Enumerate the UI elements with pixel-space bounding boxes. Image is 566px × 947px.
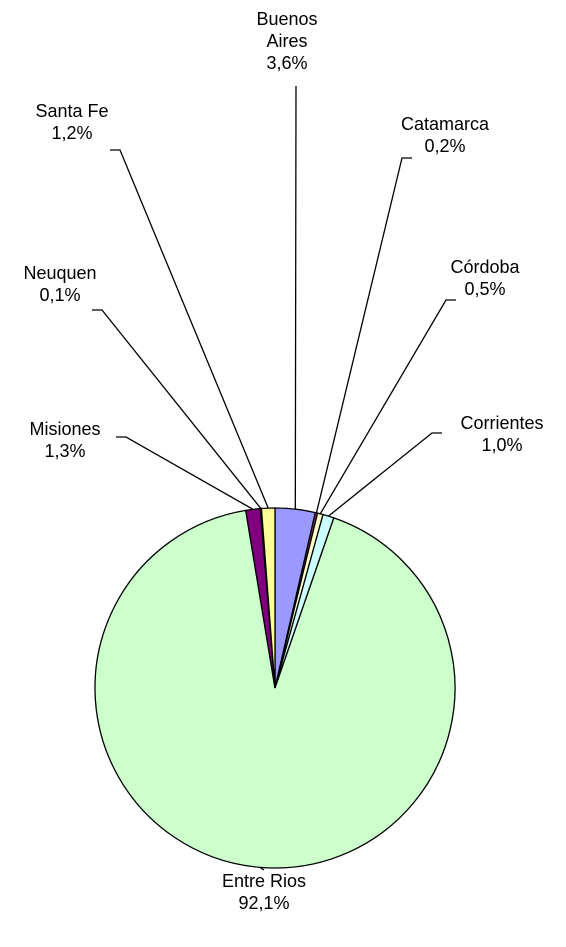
- slice-name: Entre Rios: [221, 871, 307, 891]
- slice-value: 92,1%: [238, 893, 290, 913]
- leader-line: [116, 436, 254, 510]
- slice-label: Catamarca 0,2%: [380, 113, 510, 157]
- slice-label: Corrientes 1,0%: [442, 412, 562, 456]
- leader-line: [259, 866, 265, 871]
- slice-name: Neuquen: [23, 263, 97, 283]
- leader-line: [319, 299, 456, 515]
- slice-value: 1,3%: [44, 441, 86, 461]
- slice-name: Corrientes: [460, 413, 544, 433]
- leader-line: [328, 432, 442, 517]
- slice-name: Catamarca: [400, 114, 490, 134]
- leader-line: [110, 149, 269, 509]
- leader-line: [92, 309, 262, 509]
- slice-name: Santa Fe: [35, 101, 109, 121]
- slice-label: Buenos Aires 3,6%: [252, 8, 322, 74]
- slice-value: 0,2%: [424, 136, 466, 156]
- slice-label: Santa Fe 1,2%: [17, 100, 127, 144]
- slice-name: Buenos Aires: [256, 9, 318, 51]
- slice-name: Córdoba: [450, 257, 520, 277]
- leader-line: [315, 157, 412, 513]
- slice-value: 0,1%: [39, 285, 81, 305]
- leader-line: [294, 85, 297, 510]
- slice-name: Misiones: [29, 419, 101, 439]
- slice-value: 0,5%: [464, 279, 506, 299]
- slice-label: Neuquen 0,1%: [5, 262, 115, 306]
- slice-label: Entre Rios 92,1%: [199, 870, 329, 914]
- slice-value: 1,0%: [481, 435, 523, 455]
- slice-label: Córdoba 0,5%: [430, 256, 540, 300]
- slice-value: 1,2%: [51, 123, 93, 143]
- slice-value: 3,6%: [266, 53, 308, 73]
- slice-label: Misiones 1,3%: [10, 418, 120, 462]
